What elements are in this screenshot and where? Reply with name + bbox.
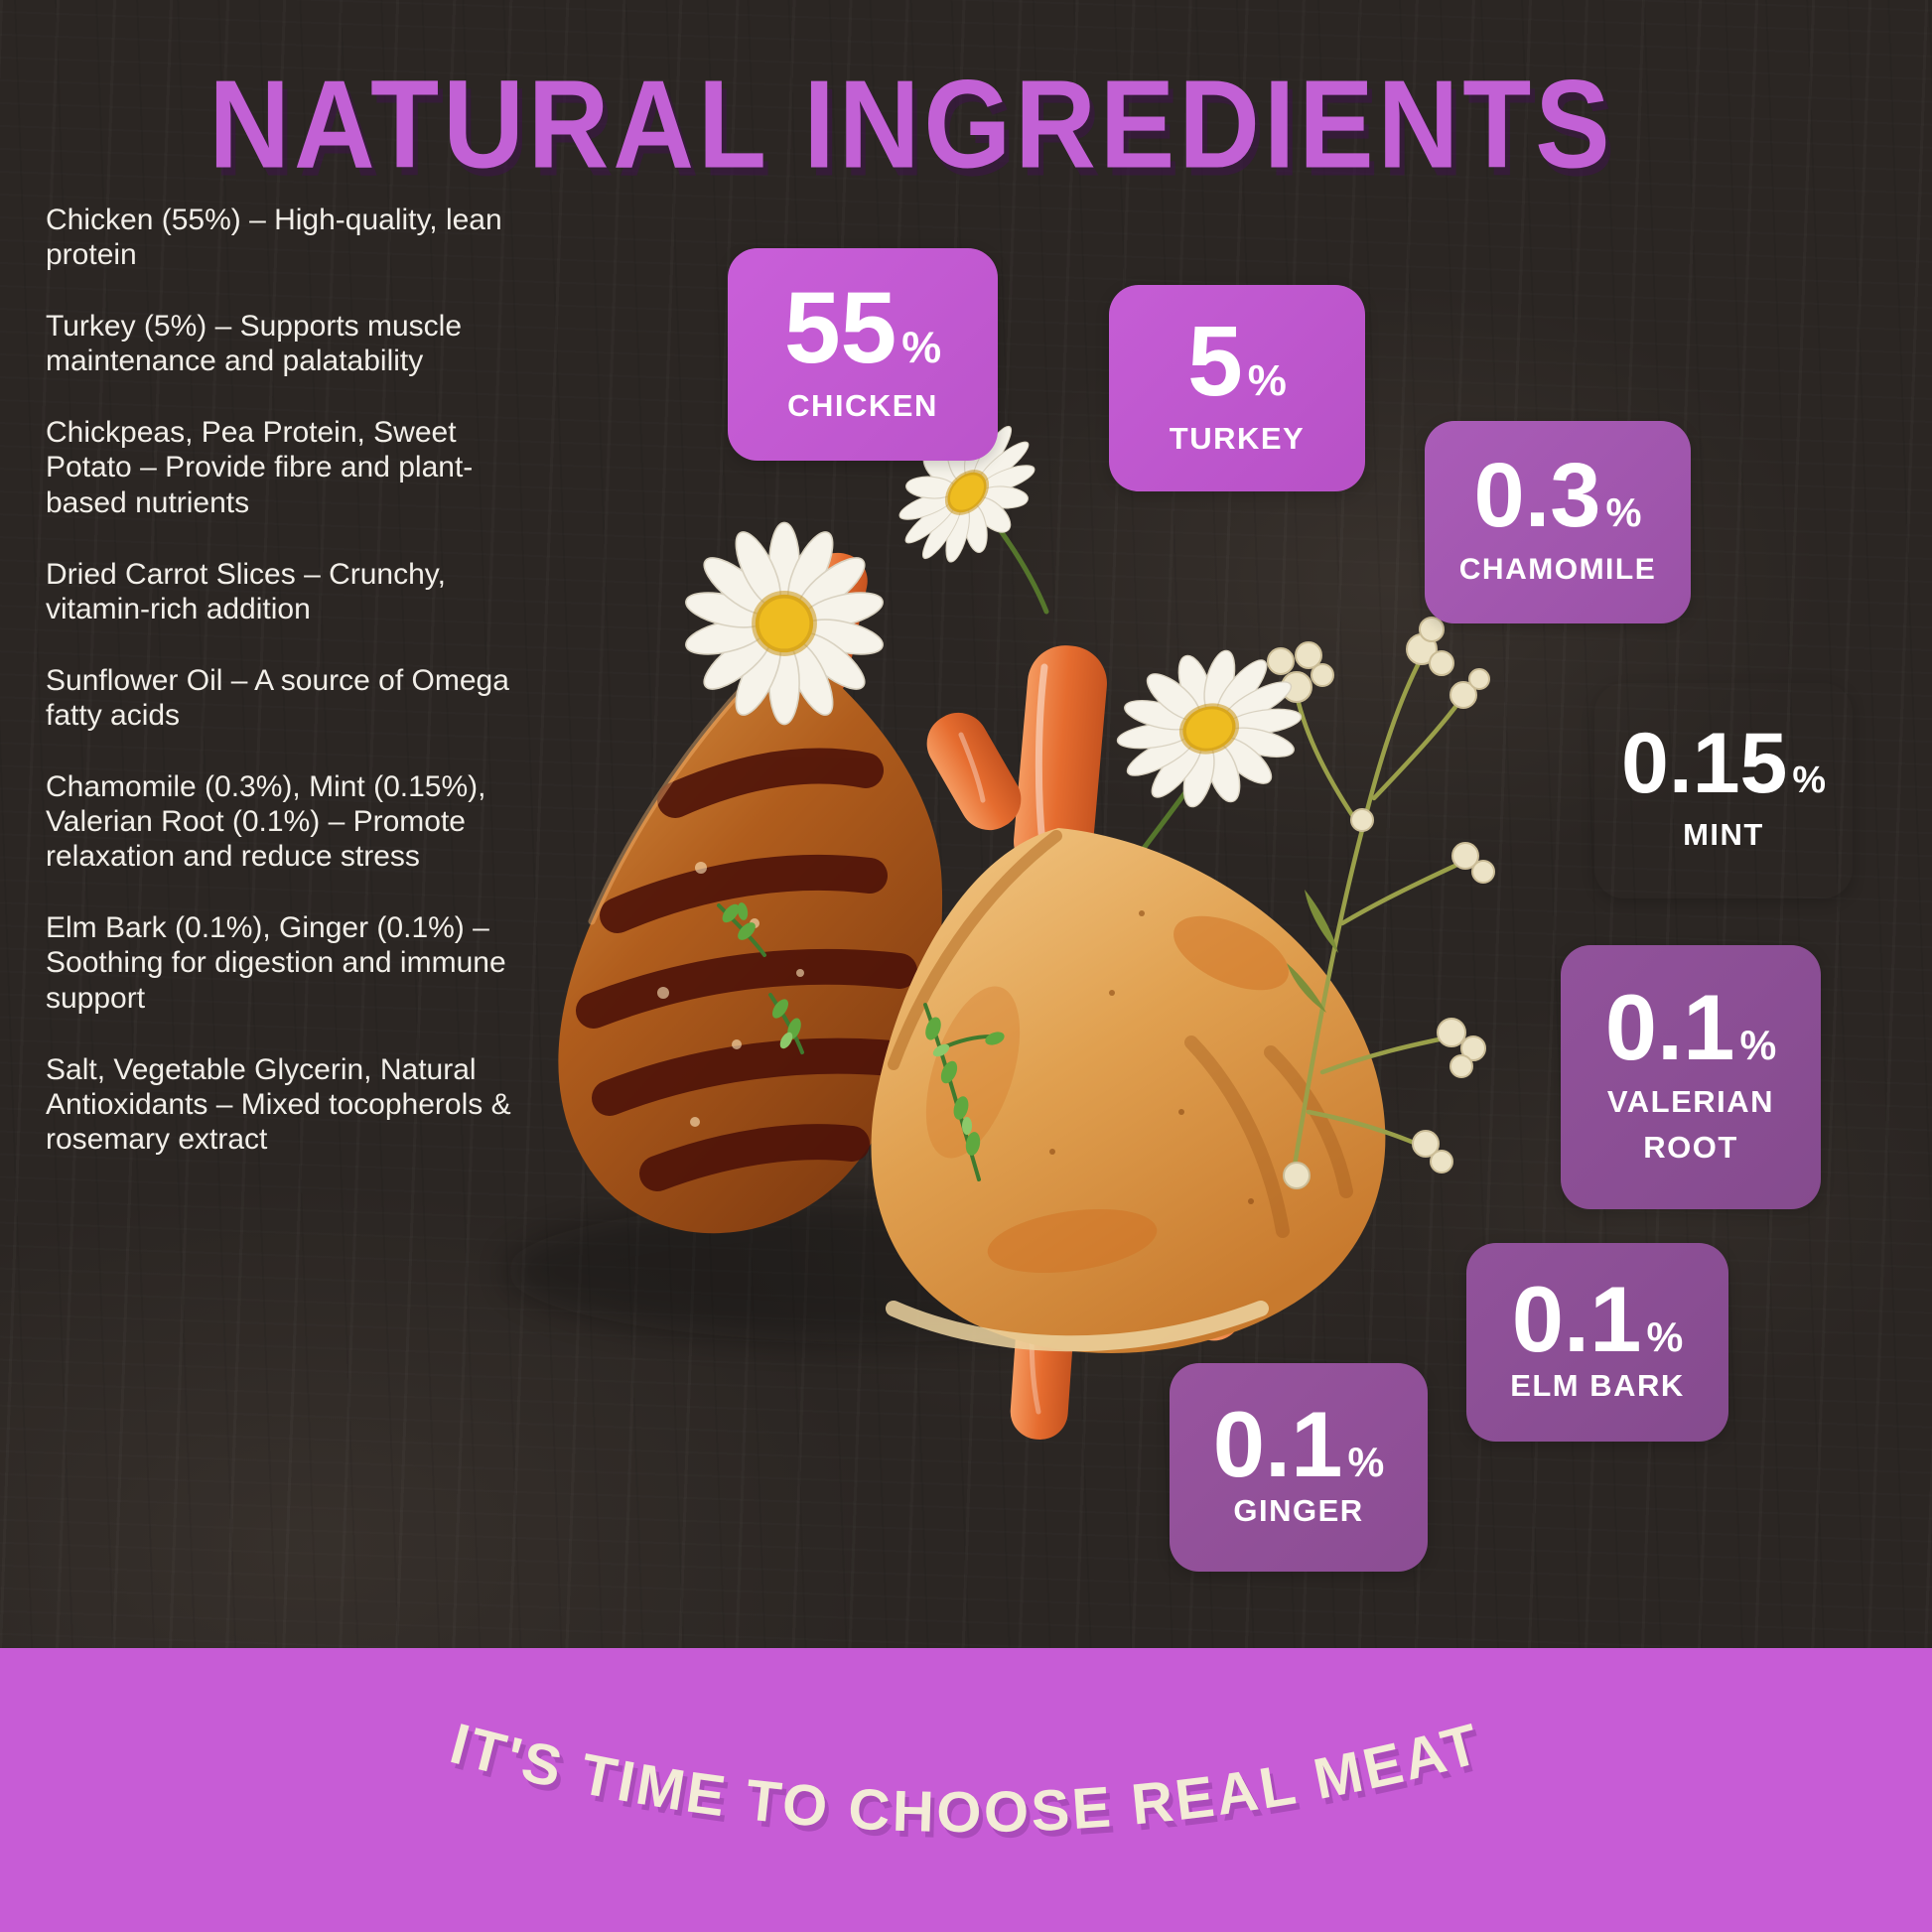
badge-chicken: 55% CHICKEN <box>728 248 998 461</box>
badge-chamomile: 0.3% CHAMOMILE <box>1425 421 1691 623</box>
page-title: NATURAL INGREDIENTS <box>208 54 1614 195</box>
ingredient-item: Salt, Vegetable Glycerin, Natural Antiox… <box>46 1052 511 1156</box>
tagline-arc: IT'S TIME TO CHOOSE REAL MEAT IT'S TIME … <box>444 1711 1489 1851</box>
ingredient-item: Turkey (5%) – Supports muscle maintenanc… <box>46 310 463 378</box>
badge-mint: 0.15% MINT <box>1594 683 1853 898</box>
badge-value: 0.15% <box>1620 715 1827 811</box>
badge-label: CHICKEN <box>787 387 938 423</box>
badge-label: VALERIAN ROOT <box>1606 1083 1775 1166</box>
badge-value: 0.1% <box>1511 1267 1684 1372</box>
ingredient-item: Chamomile (0.3%), Mint (0.15%), Valerian… <box>46 770 486 874</box>
ingredient-item: Chicken (55%) – High-quality, lean prote… <box>46 204 502 272</box>
badge-label: ELM BARK <box>1510 1368 1685 1404</box>
ingredient-list: Chicken (55%) – High-quality, lean prote… <box>46 203 542 1157</box>
badge-label: MINT <box>1683 816 1764 852</box>
badge-label: CHAMOMILE <box>1458 552 1657 586</box>
badge-value: 55% <box>783 270 942 384</box>
badge-valerian-root: 0.1% VALERIAN ROOT <box>1561 945 1821 1209</box>
badge-elm-bark: 0.1% ELM BARK <box>1466 1243 1728 1442</box>
badge-ginger: 0.1% GINGER <box>1170 1363 1428 1572</box>
badge-label: TURKEY <box>1169 420 1306 456</box>
badge-value: 0.1% <box>1604 975 1777 1080</box>
ingredient-item: Elm Bark (0.1%), Ginger (0.1%) – Soothin… <box>46 911 506 1015</box>
badge-value: 0.1% <box>1212 1392 1385 1497</box>
badge-value: 0.3% <box>1473 445 1642 547</box>
badge-value: 5% <box>1187 305 1287 417</box>
badge-label: GINGER <box>1233 1493 1364 1529</box>
footer-banner: IT'S TIME TO CHOOSE REAL MEAT IT'S TIME … <box>0 1648 1932 1932</box>
tagline-text: IT'S TIME TO CHOOSE REAL MEAT <box>444 1711 1488 1845</box>
ingredient-item: Dried Carrot Slices – Crunchy, vitamin-r… <box>46 557 446 625</box>
ingredient-item: Chickpeas, Pea Protein, Sweet Potato – P… <box>46 416 474 519</box>
badge-turkey: 5% TURKEY <box>1109 285 1365 491</box>
ingredient-item: Sunflower Oil – A source of Omega fatty … <box>46 663 509 732</box>
